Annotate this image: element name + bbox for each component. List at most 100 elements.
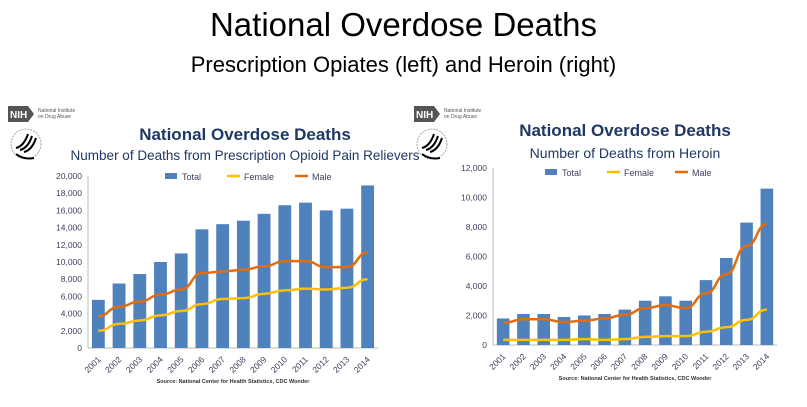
x-tick-label: 2005 — [568, 351, 589, 372]
source-note: Source: National Center for Health Stati… — [559, 376, 713, 382]
y-tick-label: 6,000 — [61, 291, 83, 301]
bar-total — [133, 274, 147, 348]
bar-total — [577, 315, 591, 345]
hhs-eagle-seal-icon — [416, 128, 448, 160]
x-tick-label: 2003 — [528, 351, 549, 372]
x-tick-label: 2009 — [248, 354, 269, 375]
legend-label-total: Total — [182, 172, 201, 182]
legend-label-female: Female — [624, 168, 654, 178]
y-tick-label: 0 — [77, 343, 82, 353]
x-tick-label: 2014 — [751, 351, 772, 372]
bar-total — [112, 283, 126, 348]
bar-total — [216, 224, 230, 348]
bar-total — [760, 188, 774, 345]
y-tick-label: 0 — [482, 340, 487, 350]
bar-total — [618, 309, 632, 345]
bar-total — [740, 222, 753, 345]
line-male — [503, 222, 768, 325]
x-tick-label: 2014 — [352, 354, 373, 375]
y-tick-label: 4,000 — [61, 309, 83, 319]
legend-swatch-total — [545, 169, 557, 175]
legend-label-male: Male — [692, 168, 712, 178]
bar-total — [557, 316, 571, 345]
bar-total — [195, 229, 209, 348]
x-tick-label: 2010 — [670, 351, 691, 372]
x-tick-label: 2001 — [487, 351, 508, 372]
y-tick-label: 8,000 — [466, 222, 488, 232]
y-tick-label: 4,000 — [466, 281, 488, 291]
x-tick-label: 2001 — [82, 354, 103, 375]
bar-total — [537, 314, 551, 345]
bar-total — [598, 314, 611, 345]
bar-total — [517, 314, 530, 345]
nih-org-text: on Drug Abuse — [38, 114, 71, 120]
legend: Total Female Male — [545, 168, 712, 178]
bar-total — [638, 300, 652, 345]
line-female — [98, 277, 368, 333]
slide-subtitle: Prescription Opiates (left) and Heroin (… — [190, 52, 617, 77]
bar-total — [659, 296, 672, 345]
x-tick-label: 2011 — [690, 351, 710, 371]
bar-total — [154, 262, 167, 348]
y-tick-label: 20,000 — [56, 171, 82, 181]
x-tick-label: 2012 — [710, 351, 731, 372]
line-male — [98, 251, 368, 318]
nih-badge-text: NIH — [10, 110, 27, 121]
y-tick-label: 8,000 — [61, 274, 83, 284]
chart-subtitle: Number of Deaths from Prescription Opioi… — [71, 148, 420, 163]
legend-label-male: Male — [312, 172, 332, 182]
legend-label-total: Total — [562, 168, 581, 178]
line-female — [503, 308, 767, 342]
y-tick-label: 2,000 — [61, 326, 83, 336]
y-tick-label: 12,000 — [56, 240, 82, 250]
bar-total — [679, 300, 693, 345]
source-note: Source: National Center for Health Stati… — [157, 379, 311, 385]
nih-badge — [414, 106, 440, 122]
x-tick-label: 2004 — [144, 354, 165, 375]
chart-title: National Overdose Deaths — [519, 121, 731, 140]
y-tick-label: 16,000 — [56, 205, 82, 215]
chart-title: National Overdose Deaths — [139, 125, 351, 144]
bar-total — [496, 318, 510, 345]
x-tick-label: 2010 — [269, 354, 290, 375]
bar-total — [340, 208, 354, 348]
bar-total — [236, 220, 250, 348]
y-tick-label: 6,000 — [466, 252, 488, 262]
bar-total — [278, 205, 292, 348]
bar-total — [699, 280, 713, 345]
x-tick-label: 2007 — [609, 351, 630, 372]
y-tick-label: 2,000 — [466, 311, 488, 321]
y-tick-label: 10,000 — [56, 257, 82, 267]
nih-org-text: on Drug Abuse — [444, 114, 477, 120]
nih-org-text: National Institute — [38, 108, 75, 114]
bar-total — [299, 202, 312, 348]
x-tick-label: 2012 — [310, 354, 331, 375]
y-tick-label: 18,000 — [56, 188, 82, 198]
slide-title: National Overdose Deaths — [209, 6, 598, 43]
legend-swatch-total — [165, 173, 177, 179]
bar-total — [91, 299, 105, 348]
x-tick-label: 2009 — [649, 351, 670, 372]
legend: Total Female Male — [165, 172, 332, 182]
x-tick-label: 2011 — [290, 354, 310, 374]
x-tick-label: 2008 — [629, 351, 650, 372]
x-tick-label: 2002 — [507, 351, 528, 372]
nih-org-text: National Institute — [444, 108, 481, 114]
x-tick-label: 2006 — [589, 351, 610, 372]
bar-total — [174, 253, 188, 348]
nih-badge-text: NIH — [416, 110, 433, 121]
hhs-eagle-seal-icon — [10, 128, 42, 160]
nih-badge — [8, 106, 34, 122]
x-tick-label: 2005 — [165, 354, 186, 375]
bar-total — [361, 185, 375, 348]
legend-label-female: Female — [244, 172, 274, 182]
y-tick-label: 14,000 — [56, 223, 82, 233]
bar-total — [257, 213, 271, 348]
x-tick-label: 2002 — [103, 354, 124, 375]
x-tick-label: 2008 — [227, 354, 248, 375]
x-tick-label: 2013 — [731, 351, 752, 372]
x-tick-label: 2006 — [186, 354, 207, 375]
